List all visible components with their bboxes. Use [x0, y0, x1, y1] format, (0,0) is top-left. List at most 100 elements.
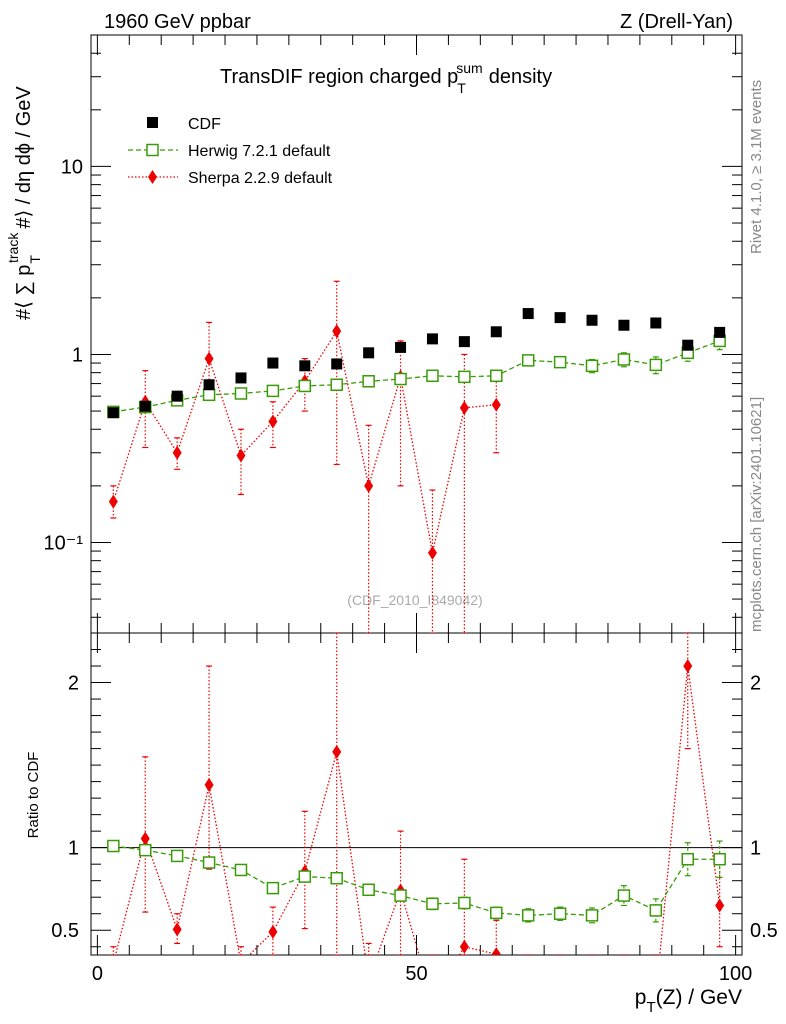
ratio-herwig-point — [202, 856, 216, 869]
ratio-sherpa-point — [332, 744, 342, 759]
ratio-herwig-point — [681, 852, 694, 866]
ratio-herwig-point — [107, 839, 120, 853]
cdf-point — [586, 314, 598, 326]
cdf-point — [235, 372, 247, 384]
ratio-y-tick-label: 0.5 — [51, 920, 79, 942]
herwig-point — [553, 355, 567, 369]
ratio-herwig-point — [170, 849, 184, 863]
herwig-line — [113, 340, 720, 413]
ratio-herwig-point — [266, 881, 280, 895]
main-data-series — [107, 280, 726, 633]
chart-title: TransDIF region charged pTsum density — [220, 60, 552, 96]
ratio-herwig-point — [394, 889, 407, 902]
y-tick-label: 10 — [61, 156, 83, 178]
cdf-point — [650, 317, 662, 329]
herwig-point — [617, 353, 631, 366]
ratio-panel-frame — [90, 632, 743, 956]
title-sub: T — [457, 80, 466, 96]
ratio-series-group — [107, 633, 726, 1003]
cdf-point — [139, 400, 151, 412]
legend-cdf-marker — [147, 117, 158, 128]
sherpa-point — [268, 414, 278, 429]
ratio-sherpa-point — [524, 989, 533, 1003]
mcplots-text: mcplots.cern.ch [arXiv:2401.10621] — [748, 397, 765, 632]
header-right: Z (Drell-Yan) — [620, 11, 733, 33]
herwig-point — [394, 372, 407, 386]
legend-cdf-label: CDF — [188, 116, 221, 133]
cdf-point — [682, 339, 694, 351]
cdf-point — [299, 360, 311, 372]
herwig-point — [298, 379, 312, 393]
cdf-point — [458, 336, 470, 348]
herwig-point — [649, 358, 663, 372]
herwig-point — [202, 388, 216, 402]
ratio-sherpa-point — [204, 777, 214, 792]
cdf-point — [522, 308, 534, 320]
ratio-sherpa-line — [114, 665, 721, 955]
ratio-herwig-point — [649, 904, 663, 917]
x-tick-label: 100 — [719, 963, 752, 985]
herwig-point — [266, 384, 280, 398]
ratio-herwig-point — [585, 909, 599, 922]
sherpa-point — [172, 445, 182, 460]
xlabel-sub: T — [646, 999, 655, 1016]
ratio-sherpa-point — [172, 922, 182, 937]
cdf-point — [554, 312, 566, 324]
ratio-herwig-point — [362, 883, 375, 897]
y-axis-label: #⟨ ∑ pTtrack #⟩ / dη dϕ / GeV — [5, 86, 43, 320]
ratio-y-axis-label: Ratio to CDF — [25, 752, 42, 839]
ratio-herwig-point — [458, 896, 471, 910]
ratio-sherpa-point — [459, 939, 469, 954]
sherpa-point — [364, 478, 374, 493]
ratio-y-tick-label: 2 — [68, 673, 79, 695]
herwig-point — [458, 370, 471, 384]
title-tail: density — [489, 66, 552, 88]
herwig-point — [234, 387, 248, 400]
ratio-sherpa-point — [236, 956, 245, 970]
ratio-sherpa-point — [140, 831, 150, 846]
sherpa-point — [332, 324, 342, 339]
x-axis-label: pT(Z) / GeV — [635, 986, 742, 1016]
ratio-y-tick-label-right: 0.5 — [750, 920, 778, 942]
analysis-watermark: (CDF_2010_I849042) — [347, 592, 482, 608]
herwig-point — [330, 378, 343, 391]
ratio-sherpa-point — [268, 924, 278, 939]
herwig-point — [426, 369, 439, 383]
cdf-point — [363, 347, 375, 359]
ylabel-sup: track — [5, 232, 21, 263]
ratio-herwig-point — [298, 870, 312, 883]
header-left: 1960 GeV ppbar — [104, 11, 251, 33]
ylabel-sub: T — [27, 255, 43, 264]
rivet-version-text: Rivet 4.1.0, ≥ 3.1M events — [748, 80, 765, 254]
y-tick-label: 1 — [72, 344, 83, 366]
ratio-y-tick-label: 1 — [68, 838, 79, 860]
cdf-point — [267, 357, 279, 369]
cdf-point — [618, 319, 630, 331]
legend-herwig-label: Herwig 7.2.1 default — [188, 143, 331, 160]
title-main: TransDIF region charged p — [220, 66, 458, 88]
ratio-herwig-point — [553, 907, 567, 920]
sherpa-point — [427, 545, 437, 560]
xlabel-main: p — [635, 986, 647, 1009]
title-sup: sum — [456, 60, 482, 76]
ratio-herwig-point — [713, 852, 726, 866]
x-tick-label: 0 — [92, 963, 103, 985]
sherpa-point — [236, 448, 246, 463]
ratio-herwig-point — [330, 871, 343, 885]
herwig-point — [585, 359, 599, 373]
ylabel-suffix: #⟩ / dη dϕ / GeV — [13, 86, 35, 229]
sherpa-point — [108, 494, 118, 509]
cdf-point — [426, 333, 438, 345]
ratio-herwig-point — [490, 906, 503, 920]
cdf-point — [171, 390, 183, 402]
ratio-sherpa-point — [588, 989, 597, 1003]
legend: CDF Herwig 7.2.1 default Sherpa 2.2.9 de… — [128, 116, 333, 187]
ratio-sherpa-point — [556, 989, 565, 1003]
herwig-point — [521, 354, 535, 367]
sherpa-point — [204, 351, 214, 366]
ratio-sherpa-point — [683, 659, 693, 674]
y-tick-label: 10⁻¹ — [44, 532, 84, 554]
ratio-data-series — [107, 633, 726, 1003]
ratio-herwig-point — [139, 843, 152, 857]
